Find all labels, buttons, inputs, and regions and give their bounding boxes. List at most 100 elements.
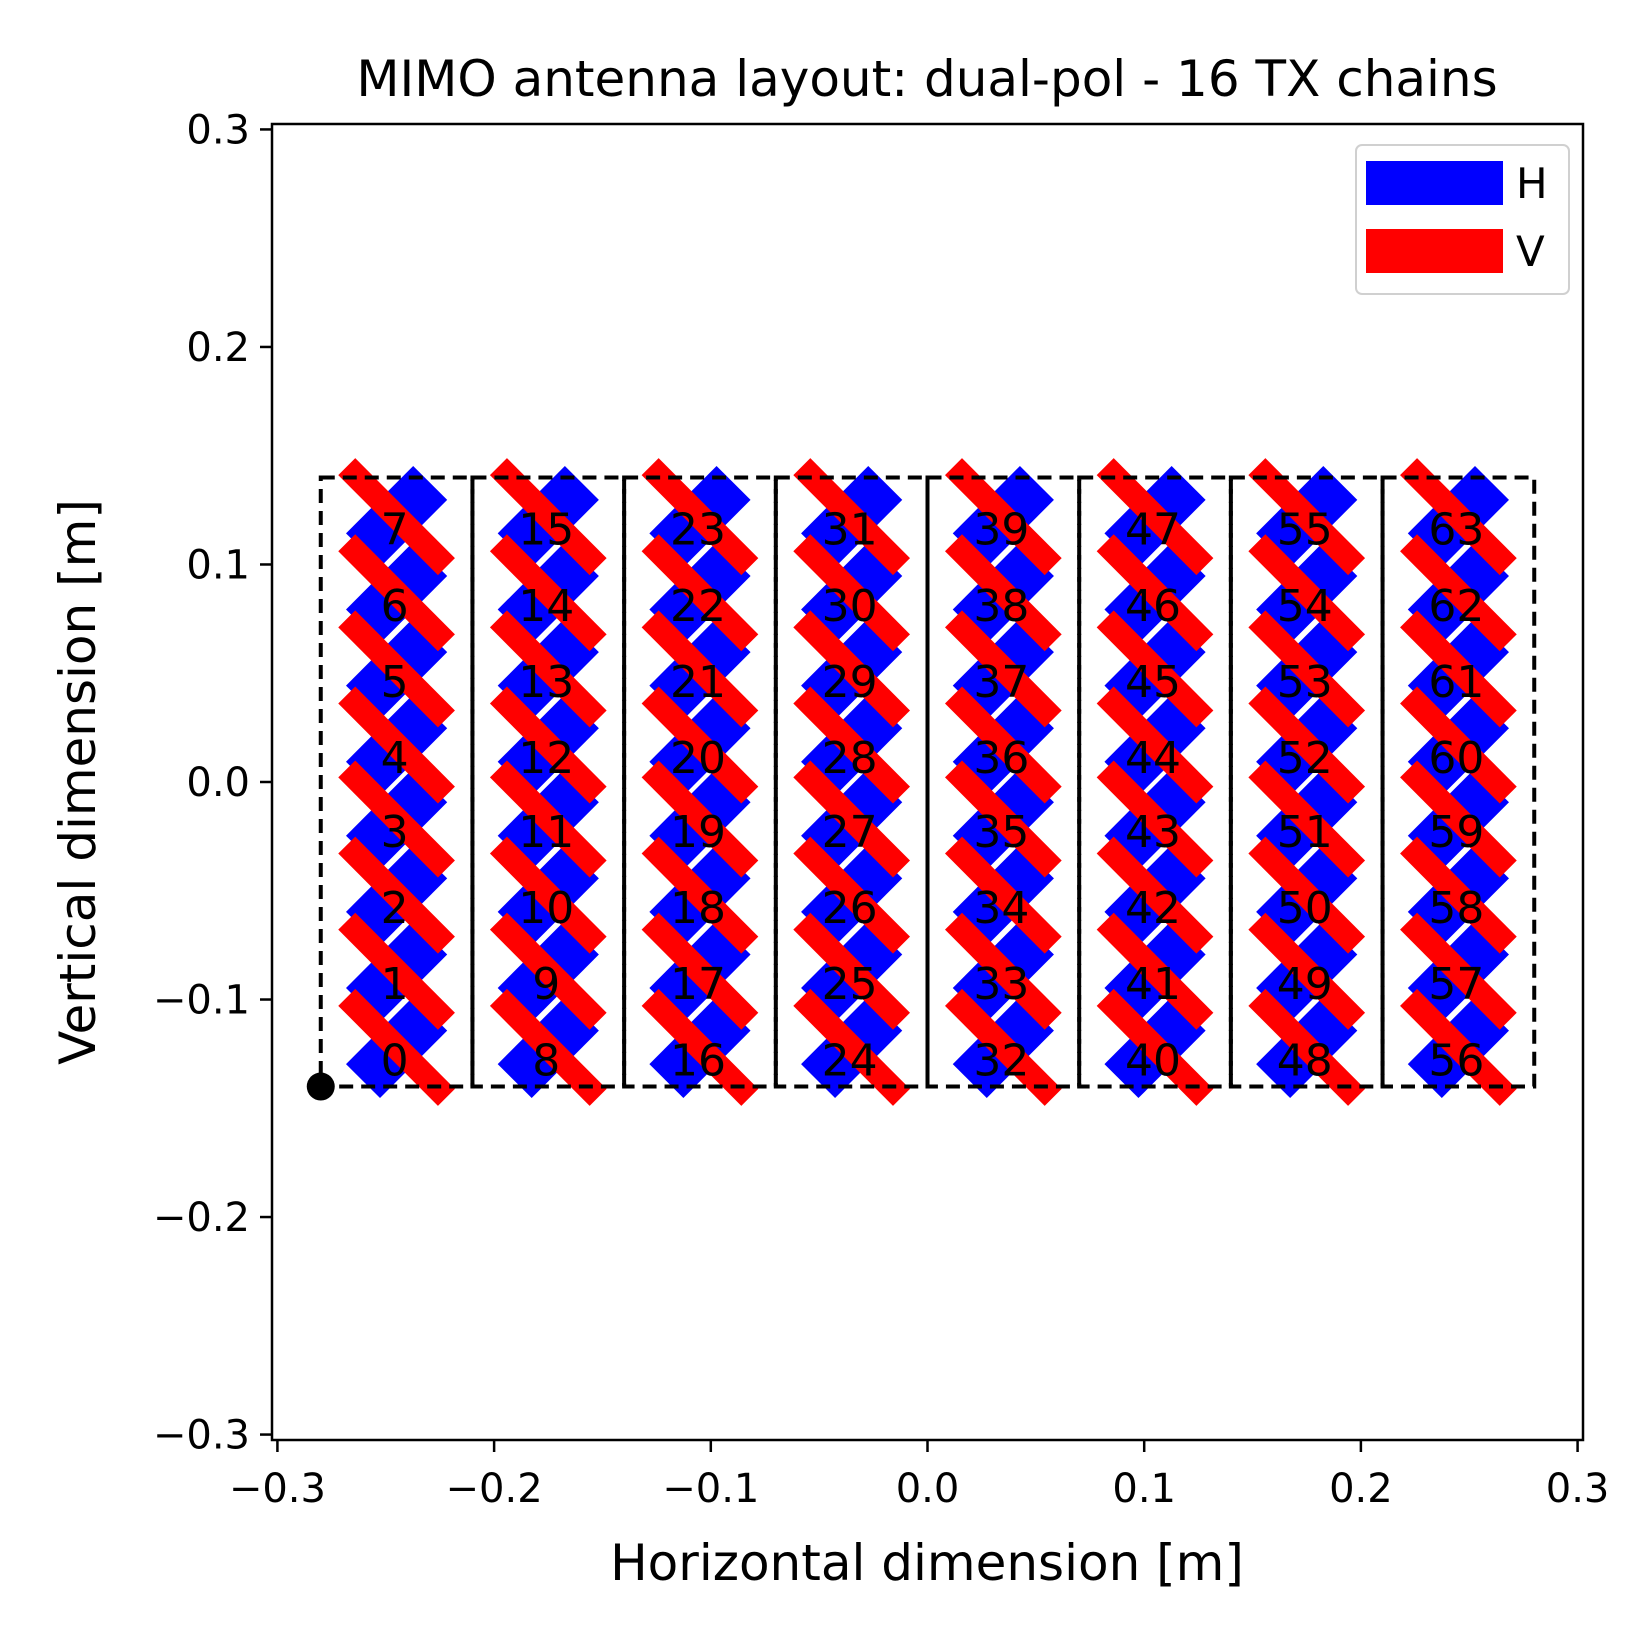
- y-axis-label: Vertical dimension [m]: [49, 499, 107, 1065]
- panel-outline: [318, 475, 475, 1089]
- v-element: [1400, 760, 1517, 878]
- element-label: 5: [381, 657, 409, 708]
- v-element: [338, 534, 455, 652]
- element-label: 44: [1125, 733, 1181, 784]
- element-label: 7: [381, 505, 409, 556]
- element-label: 25: [822, 959, 878, 1010]
- v-element: [489, 686, 607, 804]
- element-label: 54: [1277, 581, 1333, 632]
- element-label: 47: [1125, 505, 1181, 556]
- v-element: [641, 912, 759, 1030]
- v-element: [945, 988, 1062, 1106]
- y-tick-label: 0.3: [186, 107, 250, 153]
- y-tick-label: −0.3: [153, 1413, 250, 1459]
- v-element: [641, 534, 759, 652]
- v-element: [793, 836, 910, 954]
- element-label: 2: [381, 883, 409, 934]
- element-label: 49: [1277, 959, 1333, 1010]
- panel-outline: [470, 475, 627, 1089]
- v-element: [338, 836, 455, 954]
- v-element: [489, 988, 607, 1106]
- element-label: 63: [1428, 505, 1484, 556]
- y-tick-label: −0.2: [153, 1195, 250, 1241]
- element-label: 39: [973, 505, 1029, 556]
- element-label: 4: [381, 733, 409, 784]
- x-tick-label: 0.3: [1546, 1466, 1610, 1512]
- v-element: [338, 610, 455, 728]
- v-element: [1096, 988, 1214, 1106]
- element-label: 59: [1428, 807, 1484, 858]
- panel-outline: [773, 475, 930, 1089]
- element-label: 12: [518, 733, 574, 784]
- v-element: [641, 610, 759, 728]
- element-label: 20: [670, 733, 726, 784]
- v-element: [489, 610, 607, 728]
- legend-label-h: H: [1516, 159, 1548, 208]
- v-element: [338, 912, 455, 1030]
- v-element: [1400, 686, 1517, 804]
- y-tick-label: 0.0: [186, 760, 250, 806]
- x-tick-label: 0.1: [1112, 1466, 1176, 1512]
- element-label: 28: [822, 733, 878, 784]
- v-element: [1096, 836, 1214, 954]
- x-tick-label: −0.3: [229, 1466, 326, 1512]
- element-label: 14: [518, 581, 574, 632]
- x-tick-label: 0.2: [1329, 1466, 1393, 1512]
- element-label: 32: [973, 1035, 1029, 1086]
- v-element: [793, 610, 910, 728]
- element-label: 1: [381, 959, 409, 1010]
- v-element: [1400, 988, 1517, 1106]
- v-element: [945, 686, 1062, 804]
- element-label: 57: [1428, 959, 1484, 1010]
- panel-outline: [1228, 475, 1385, 1089]
- v-element: [1248, 836, 1366, 954]
- v-element: [641, 760, 759, 878]
- v-element: [793, 534, 910, 652]
- v-element: [641, 458, 759, 576]
- panel-outline: [1077, 475, 1233, 1089]
- v-element: [489, 534, 607, 652]
- element-label: 60: [1428, 733, 1484, 784]
- v-element: [1248, 912, 1366, 1030]
- v-element: [793, 458, 910, 576]
- element-label: 27: [822, 807, 878, 858]
- x-tick-label: −0.2: [446, 1466, 543, 1512]
- v-element: [641, 988, 759, 1106]
- element-label: 37: [973, 657, 1029, 708]
- plot-area: 0123456789101112131415161718192021222324…: [306, 458, 1537, 1106]
- element-label: 30: [822, 581, 878, 632]
- element-label: 31: [822, 505, 878, 556]
- element-label: 0: [381, 1035, 409, 1086]
- v-element: [1248, 610, 1366, 728]
- panel-outline: [1380, 475, 1537, 1089]
- y-tick-label: 0.1: [186, 542, 250, 588]
- v-element: [1096, 610, 1214, 728]
- element-label: 56: [1428, 1035, 1484, 1086]
- v-element: [1400, 912, 1517, 1030]
- v-element: [1400, 458, 1517, 576]
- v-element: [641, 836, 759, 954]
- v-element: [793, 912, 910, 1030]
- v-element: [1248, 686, 1366, 804]
- v-element: [945, 912, 1062, 1030]
- v-element: [489, 912, 607, 1030]
- legend-label-v: V: [1516, 227, 1545, 276]
- v-element: [945, 610, 1062, 728]
- panel-outline: [925, 475, 1082, 1089]
- element-label: 6: [381, 581, 409, 632]
- element-label: 38: [973, 581, 1029, 632]
- v-element: [1248, 760, 1366, 878]
- origin-marker: [306, 1072, 335, 1101]
- v-element: [945, 836, 1062, 954]
- element-label: 26: [822, 883, 878, 934]
- y-axis: −0.3 −0.2 −0.1 0.0 0.1 0.2 0.3: [153, 107, 272, 1459]
- v-element: [338, 760, 455, 878]
- v-element: [338, 988, 455, 1106]
- element-label: 62: [1428, 581, 1484, 632]
- x-axis: −0.3 −0.2 −0.1 0.0 0.1 0.2 0.3: [229, 1440, 1610, 1512]
- element-label: 42: [1125, 883, 1181, 934]
- v-element: [1096, 760, 1214, 878]
- element-label: 35: [973, 807, 1029, 858]
- v-element: [1400, 534, 1517, 652]
